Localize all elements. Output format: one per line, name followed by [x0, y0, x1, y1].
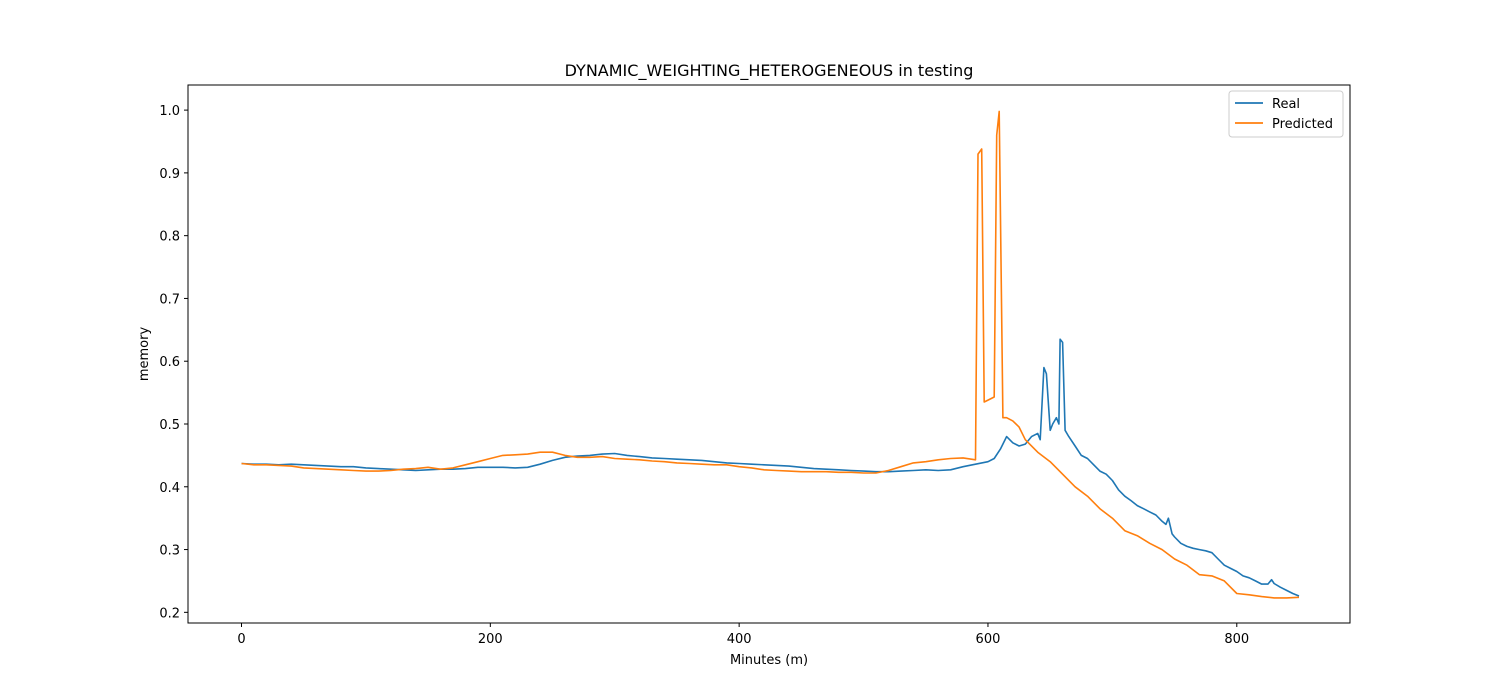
series-layer	[241, 110, 1300, 599]
y-tick-label: 0.4	[159, 481, 180, 496]
y-tick-label: 0.7	[159, 292, 180, 307]
series-line-real	[241, 338, 1300, 597]
y-axis: 0.2 0.3 0.4 0.5 0.6 0.7 0.8 0.9 1.0	[159, 104, 188, 621]
y-tick-label: 0.5	[159, 418, 180, 433]
legend-label: Real	[1272, 97, 1300, 112]
legend-label: Predicted	[1272, 117, 1333, 132]
x-tick-label: 200	[478, 632, 503, 647]
x-axis: 0 200 400 600 800	[237, 623, 1249, 647]
x-tick-label: 400	[727, 632, 752, 647]
y-tick-label: 1.0	[159, 104, 180, 119]
x-tick-label: 800	[1224, 632, 1249, 647]
y-tick-label: 0.8	[159, 230, 180, 245]
y-tick-label: 0.6	[159, 355, 180, 370]
x-tick-label: 600	[976, 632, 1001, 647]
plot-frame	[187, 84, 1351, 624]
x-axis-label: Minutes (m)	[730, 653, 808, 668]
legend: Real Predicted	[1228, 90, 1344, 138]
y-tick-label: 0.9	[159, 167, 180, 182]
y-tick-label: 0.2	[159, 606, 180, 621]
chart-title: DYNAMIC_WEIGHTING_HETEROGENEOUS in testi…	[565, 61, 974, 81]
series-line-predicted	[241, 110, 1300, 599]
y-axis-label: memory	[137, 327, 152, 382]
x-tick-label: 0	[237, 632, 245, 647]
y-tick-label: 0.3	[159, 544, 180, 559]
